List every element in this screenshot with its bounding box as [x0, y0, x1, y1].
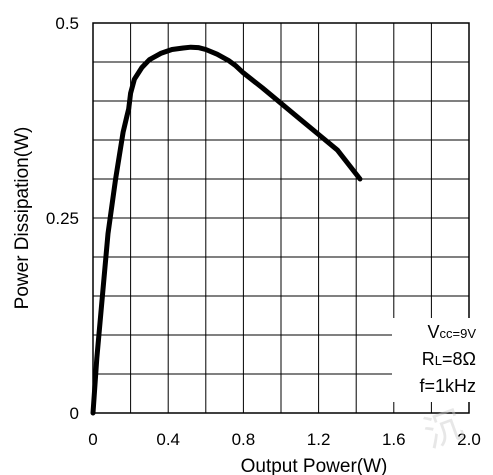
x-tick-label: 1.2: [307, 430, 331, 449]
y-tick-labels: 0 0.25 0.5: [46, 14, 79, 423]
x-axis-label: Output Power(W): [241, 456, 388, 475]
annotation-frequency: f=1kHz: [419, 376, 476, 396]
y-tick-label: 0.5: [55, 14, 79, 33]
x-tick-label: 0.4: [156, 430, 180, 449]
y-tick-label: 0: [70, 404, 79, 423]
annotation-vcc: Vcc=9V: [427, 322, 476, 342]
series-line-power-dissipation: [90, 44, 363, 416]
annotation-rl: RL=8Ω: [422, 349, 476, 369]
plot-frame: [92, 22, 470, 414]
conditions-box: Vcc=9V RL=8Ω f=1kHz: [392, 318, 482, 402]
x-tick-label: 0: [88, 430, 97, 449]
y-axis-label: Power Dissipation(W): [12, 127, 33, 310]
x-tick-labels: 0 0.4 0.8 1.2 1.6 2.0: [88, 430, 481, 449]
x-tick-label: 2.0: [457, 430, 481, 449]
y-tick-label: 0.25: [46, 209, 79, 228]
x-tick-label: 1.6: [382, 430, 406, 449]
x-tick-label: 0.8: [232, 430, 256, 449]
